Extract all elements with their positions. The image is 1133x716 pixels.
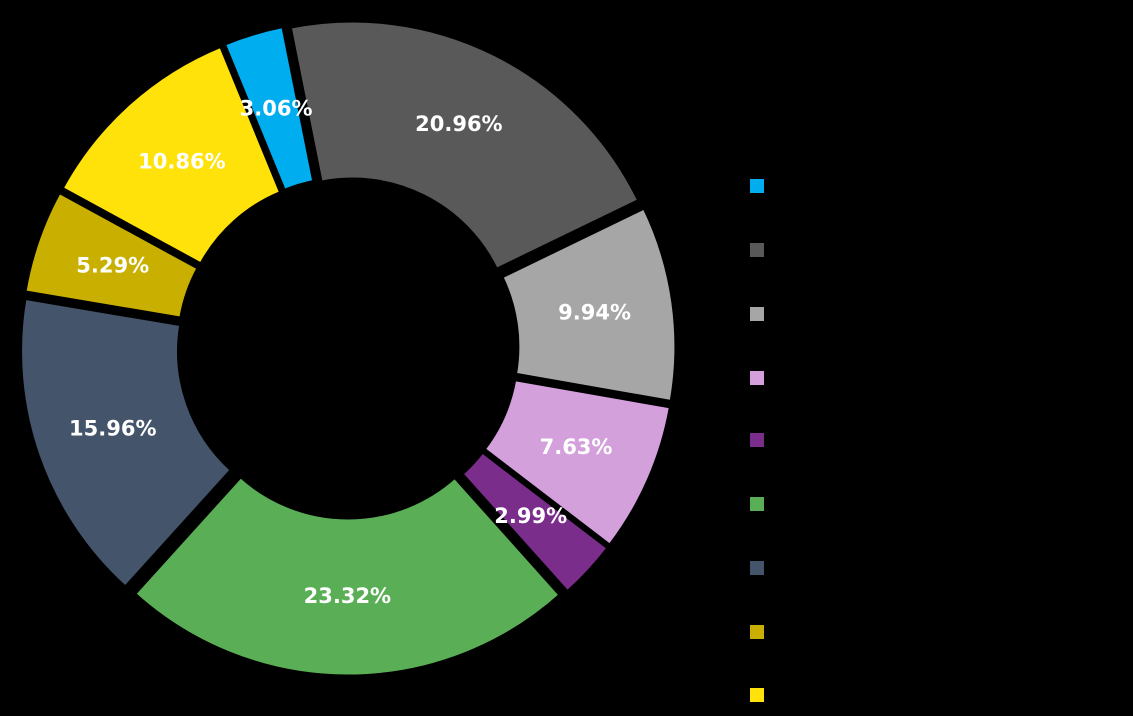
legend-swatch <box>750 307 764 321</box>
donut-slice <box>482 377 673 548</box>
donut-slice <box>459 449 611 594</box>
legend-swatch <box>750 561 764 575</box>
slice-value-label: 9.94% <box>558 301 631 325</box>
slice-value-label: 20.96% <box>415 112 502 136</box>
slice-value-label: 10.86% <box>138 150 225 174</box>
slice-value-label: 2.99% <box>494 504 567 528</box>
slice-value-label: 7.63% <box>540 435 613 459</box>
donut-slice <box>19 296 234 590</box>
legend-swatch <box>750 179 764 193</box>
slice-value-label: 23.32% <box>304 584 391 608</box>
donut-slice <box>132 474 563 678</box>
slice-labels: 3.06% 20.96% 9.94% 7.63% 2.99% 23.32% 15.96% 5.… <box>69 97 631 608</box>
legend-swatch <box>750 688 764 702</box>
slice-value-label: 3.06% <box>240 97 313 121</box>
slice-value-label: 5.29% <box>76 254 149 278</box>
slice-value-label: 15.96% <box>69 417 156 441</box>
legend-swatch <box>750 243 764 257</box>
legend-swatch <box>750 497 764 511</box>
donut-slice <box>23 190 201 320</box>
donut-slice <box>60 44 283 266</box>
legend-swatch <box>750 371 764 385</box>
legend-swatch <box>750 625 764 639</box>
legend <box>750 100 1120 702</box>
donut-slices <box>19 19 678 678</box>
legend-swatch <box>750 433 764 447</box>
donut-slice <box>222 24 316 193</box>
donut-slice <box>288 19 641 272</box>
donut-slice <box>499 206 678 404</box>
